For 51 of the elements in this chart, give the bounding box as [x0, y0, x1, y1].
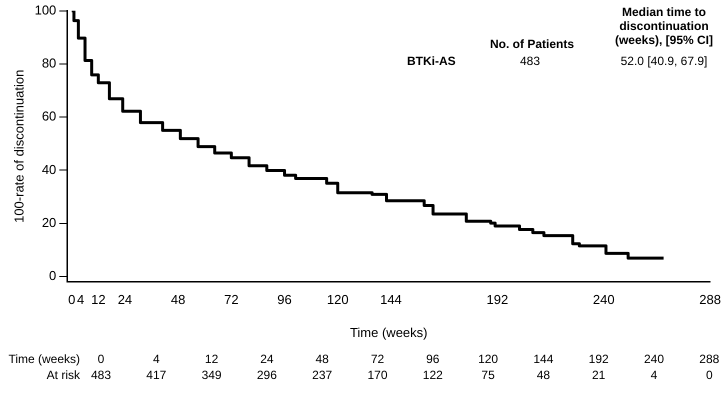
x-tick-label: 72: [224, 292, 239, 308]
annotation: No. of Patients: [490, 37, 574, 51]
text: 48: [314, 352, 330, 366]
text: 4: [650, 368, 658, 382]
text: 237: [311, 368, 334, 382]
y-tick-label: 20: [42, 214, 56, 230]
text: 296: [256, 368, 278, 382]
y-tick-label: 60: [42, 108, 56, 124]
text: 4: [152, 352, 161, 366]
text: 349: [200, 368, 223, 382]
x-tick-label: 0: [68, 292, 76, 308]
text: 24: [259, 352, 275, 366]
text: 21: [591, 368, 606, 382]
y-tick-label: 100: [34, 2, 56, 18]
x-tick-label: 24: [118, 292, 132, 308]
text: 144: [532, 352, 554, 366]
x-tick-label: 192: [486, 292, 508, 308]
x-tick-label: 96: [277, 292, 292, 308]
y-tick-label: 40: [42, 162, 56, 177]
text: 75: [480, 368, 496, 382]
x-axis-title: Time (weeks): [350, 324, 428, 340]
annotation: 52.0 [40.9, 67.9]: [620, 54, 708, 68]
text: 122: [422, 368, 444, 382]
x-tick-label: 4: [76, 292, 84, 308]
y-tick-label: 80: [42, 56, 56, 71]
text: At risk: [46, 368, 80, 382]
text: 0: [98, 352, 104, 366]
x-tick-label: 144: [380, 292, 402, 308]
text: BTKi-AS: [407, 54, 456, 68]
text: 417: [145, 368, 168, 382]
text: 120: [477, 352, 500, 366]
text: Time (weeks): [7, 352, 80, 366]
text: 12: [204, 352, 220, 366]
annotation: 483: [518, 54, 542, 68]
text: 48: [536, 368, 552, 382]
y-axis-title: 100-rate of discontinuation: [11, 70, 26, 223]
text: 192: [588, 352, 610, 366]
y-tick-label: 0: [49, 268, 56, 284]
text: 0: [704, 368, 714, 382]
annotation: Median time to discontinuation (weeks), [95% CI]: [614, 5, 714, 47]
text: 170: [366, 368, 389, 382]
x-tick-label: 12: [91, 292, 106, 308]
text: 240: [642, 352, 666, 366]
x-tick-label: 240: [592, 292, 615, 308]
text: 483: [90, 368, 112, 382]
text: 72: [370, 352, 386, 366]
text: 96: [425, 352, 440, 366]
text: 288: [698, 352, 720, 366]
x-tick-label: 288: [699, 292, 722, 308]
x-tick-label: 48: [170, 292, 186, 308]
x-tick-label: 120: [326, 292, 349, 308]
